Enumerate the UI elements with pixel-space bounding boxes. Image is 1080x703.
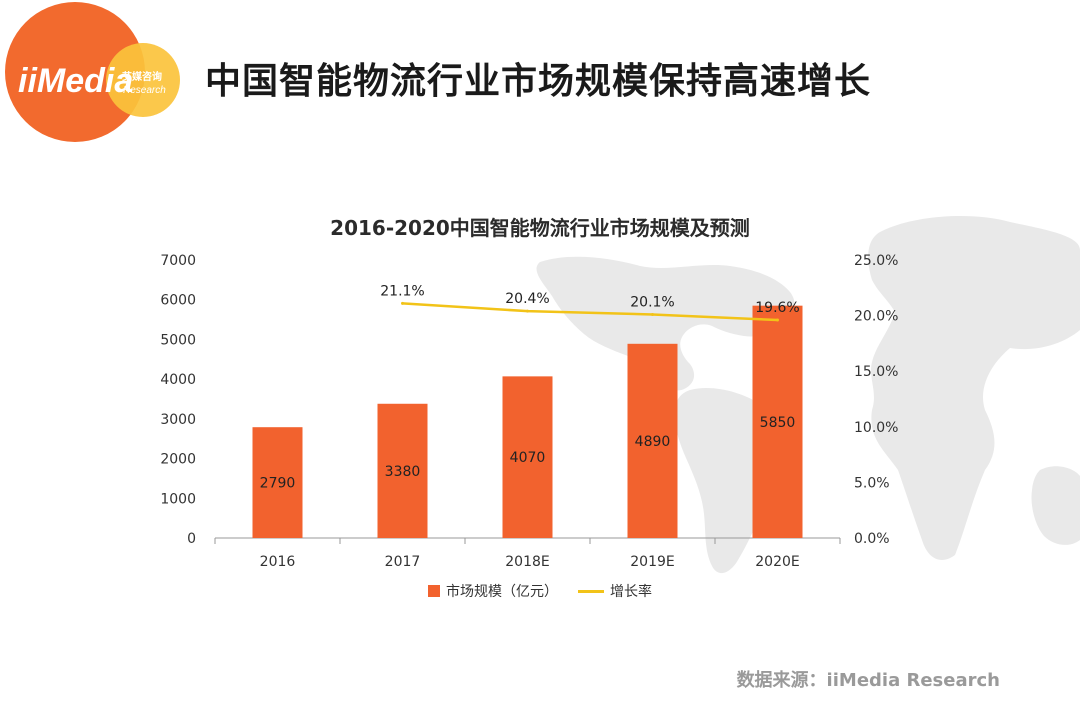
growth-data-label: 21.1% <box>380 283 424 299</box>
y-left-tick-label: 2000 <box>160 452 196 468</box>
legend-label-market-size: 市场规模（亿元） <box>446 584 558 600</box>
world-map-background <box>536 216 1080 574</box>
y-left-tick-label: 7000 <box>160 253 196 269</box>
x-tick-label: 2018E <box>505 554 549 570</box>
growth-line-series: 21.1% 20.4% 20.1% 19.6% <box>380 283 800 322</box>
source-note: 数据来源：iiMedia Research <box>736 670 1000 691</box>
legend-item-growth-rate: 增长率 <box>578 581 652 601</box>
growth-data-label: 20.4% <box>505 291 549 307</box>
growth-line <box>402 302 778 322</box>
bar-series: 2790 3380 4070 4890 5850 <box>252 305 803 538</box>
bar-data-label: 4070 <box>510 450 546 466</box>
growth-point <box>401 301 404 305</box>
y-left-tick-label: 5000 <box>160 332 196 348</box>
x-tick-label: 2020E <box>755 554 799 570</box>
logo-subtitle-cn: 艾媒咨询 <box>122 70 162 83</box>
x-tick-label: 2019E <box>630 554 674 570</box>
bar <box>252 427 303 538</box>
page-title: 中国智能物流行业市场规模保持高速增长 <box>205 61 872 102</box>
bar-data-label: 2790 <box>260 476 296 492</box>
y-left-tick-label: 0 <box>187 531 196 547</box>
bar <box>627 343 678 538</box>
legend-label-growth-rate: 增长率 <box>610 584 652 600</box>
growth-point <box>776 318 779 322</box>
growth-data-label: 19.6% <box>755 300 799 316</box>
y-left-tick-label: 4000 <box>160 372 196 388</box>
logo-wordmark: iiMedia <box>18 62 133 100</box>
growth-point <box>526 309 529 313</box>
bar <box>752 305 803 538</box>
growth-data-label: 20.1% <box>630 294 674 310</box>
y-right-tick-label: 15.0% <box>854 364 898 380</box>
bar-data-label: 3380 <box>385 464 421 480</box>
growth-point <box>651 312 654 316</box>
x-tick-label: 2017 <box>385 554 421 570</box>
legend-swatch-bar <box>428 585 440 597</box>
x-tick-label: 2016 <box>260 554 296 570</box>
chart-axes: 2016 2017 2018E 2019E 2020E 0 1000 2000 3000 4000… <box>160 253 898 570</box>
legend-item-market-size: 市场规模（亿元） <box>428 581 558 601</box>
y-right-tick-label: 10.0% <box>854 420 898 436</box>
y-left-tick-label: 6000 <box>160 293 196 309</box>
legend-swatch-line <box>578 589 604 593</box>
y-right-tick-label: 0.0% <box>854 531 890 547</box>
y-left-tick-label: 3000 <box>160 412 196 428</box>
bar <box>377 403 428 538</box>
y-left-tick-label: 1000 <box>160 491 196 507</box>
chart-legend: 市场规模（亿元） 增长率 <box>0 581 1080 601</box>
chart-title: 2016-2020中国智能物流行业市场规模及预测 <box>330 216 750 240</box>
iimedia-logo: iiMedia 艾媒咨询 Research <box>5 2 180 142</box>
bar-data-label: 5850 <box>760 415 796 431</box>
logo-yellow-circle <box>106 43 180 117</box>
y-right-tick-label: 20.0% <box>854 309 898 325</box>
logo-orange-circle <box>5 2 145 142</box>
y-right-tick-label: 25.0% <box>854 253 898 269</box>
y-right-tick-label: 5.0% <box>854 475 890 491</box>
bar <box>502 376 553 538</box>
logo-subtitle-en: Research <box>123 85 166 96</box>
bar-data-label: 4890 <box>635 434 671 450</box>
